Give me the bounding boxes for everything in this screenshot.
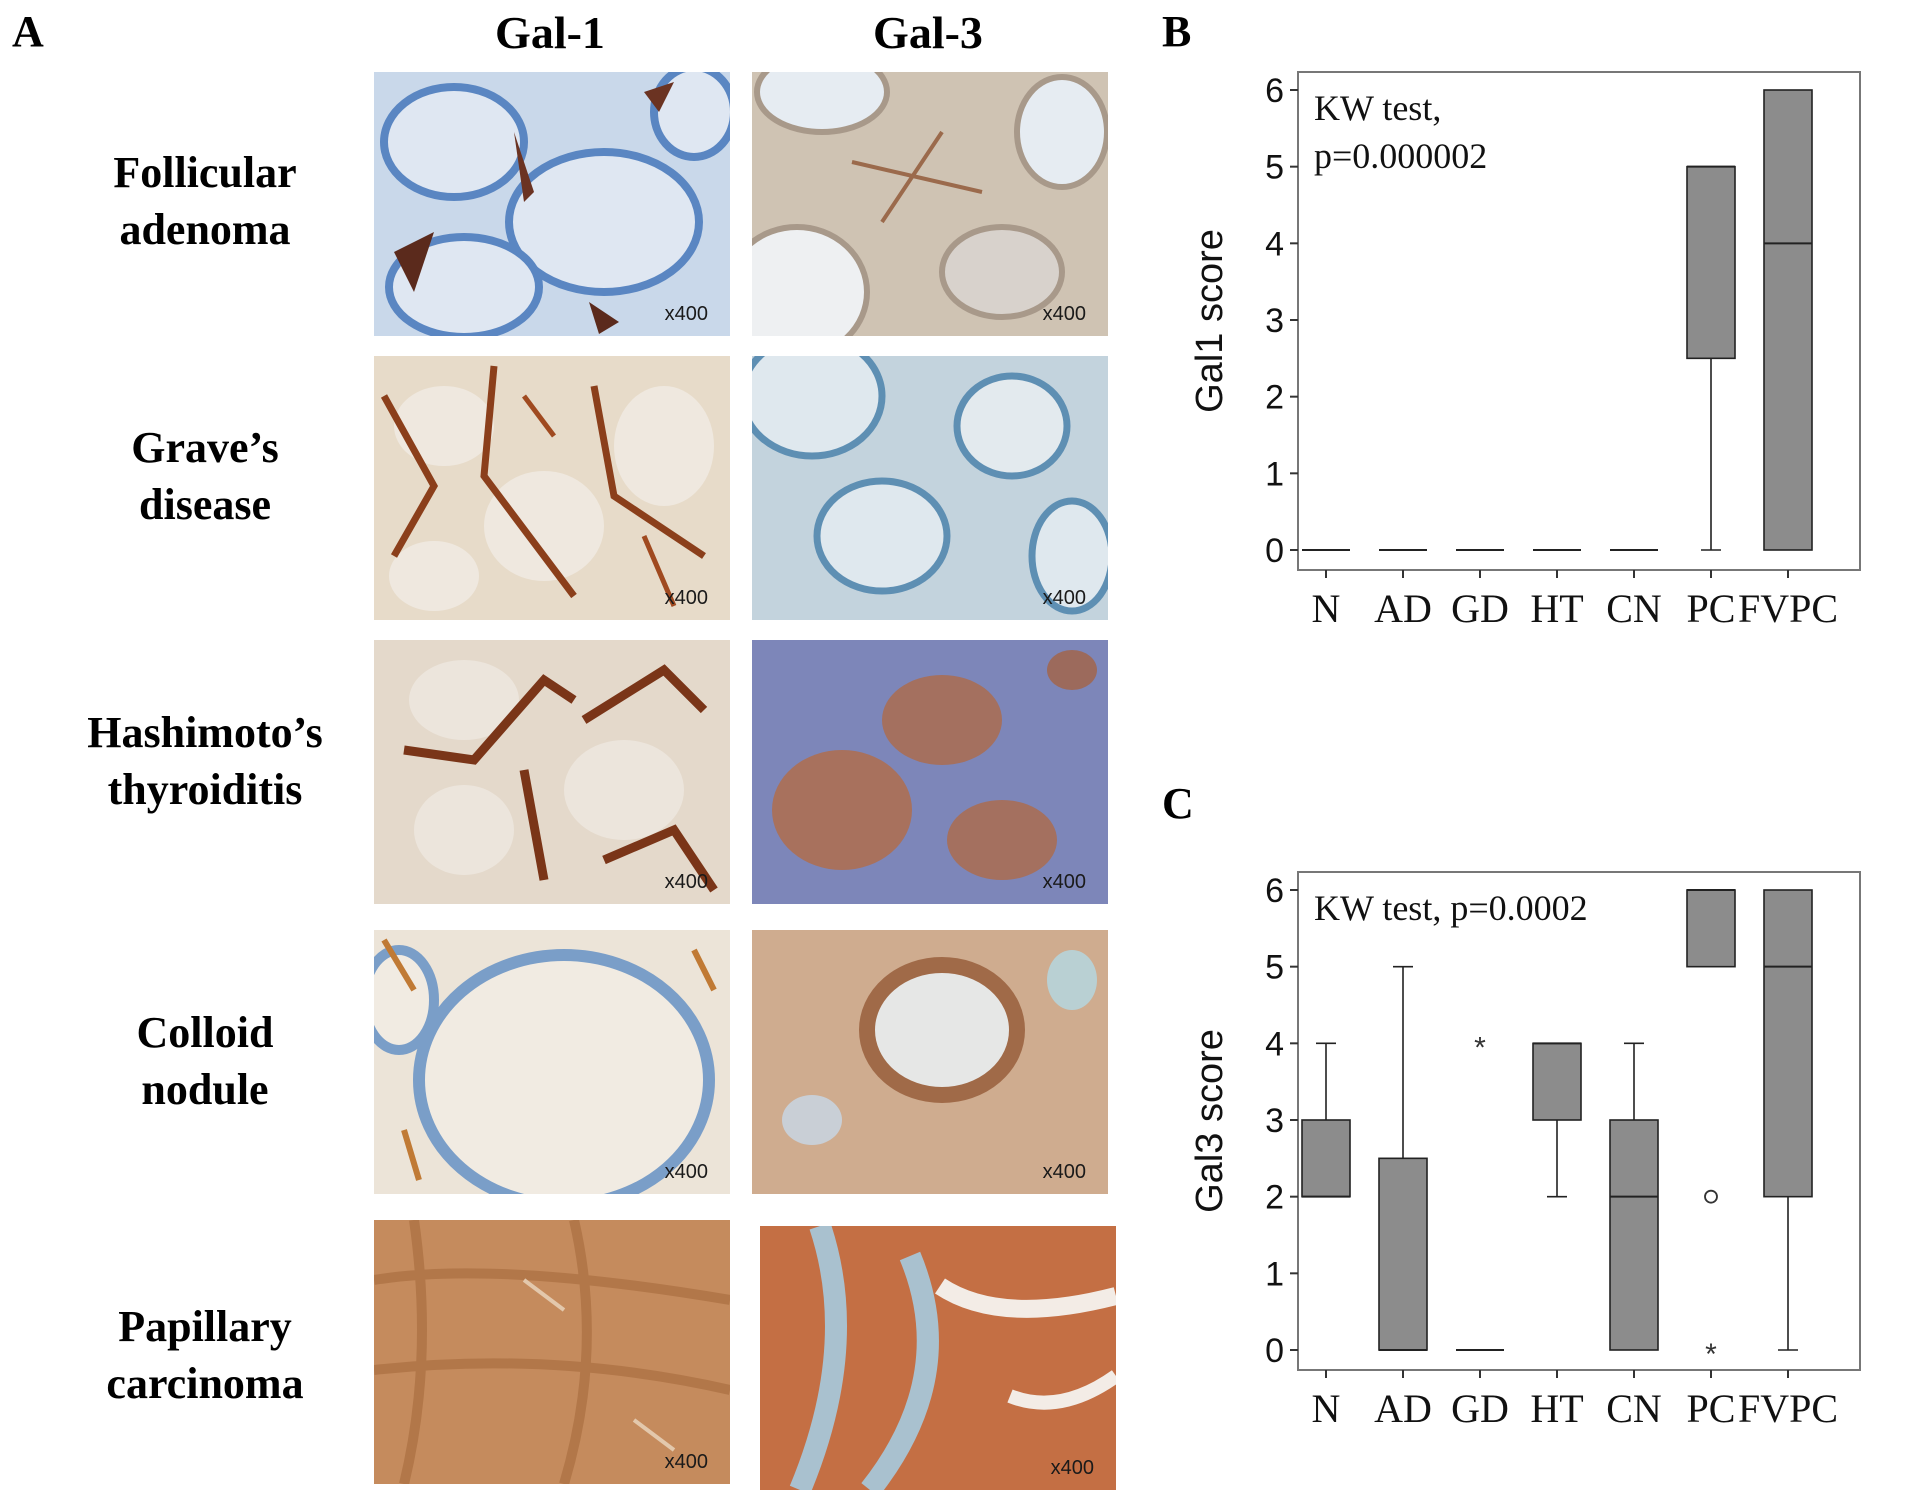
chart-c-ylabel: Gal3 score: [1190, 1029, 1231, 1213]
micrograph-gal1-hashimotos-thyroiditis: x400: [374, 640, 730, 904]
chart-b-ylabel: Gal1 score: [1190, 229, 1231, 413]
row-label-hashimotos-thyroiditis: Hashimoto’s thyroiditis: [40, 704, 370, 818]
chart-c-xtick-label: N: [1312, 1386, 1341, 1431]
chart-b-ytick-label: 5: [1265, 149, 1284, 187]
chart-b-annotation-line1: KW test,: [1314, 88, 1441, 128]
chart-c-ytick-label: 4: [1265, 1025, 1284, 1063]
chart-b-box-pc: [1686, 165, 1736, 551]
row-label-line2: carcinoma: [106, 1359, 304, 1408]
chart-c-box-body: [1686, 889, 1736, 968]
chart-c-xtick-label: FVPC: [1738, 1386, 1838, 1431]
micrograph-gal1-graves-disease: x400: [374, 356, 730, 620]
chart-b-xtick-label: FVPC: [1738, 586, 1838, 631]
chart-b-annotation-line2: p=0.000002: [1314, 136, 1487, 176]
chart-c-xtick-label: CN: [1606, 1386, 1662, 1431]
chart-b-ytick-label: 4: [1265, 225, 1284, 263]
row-label-line2: adenoma: [119, 205, 291, 254]
chart-c-box-body: [1763, 889, 1813, 1198]
magnification-label: x400: [1042, 1161, 1086, 1183]
row-label-follicular-adenoma: Follicular adenoma: [40, 144, 370, 258]
micrograph-gal3-follicular-adenoma: x400: [752, 72, 1108, 336]
chart-c-box-ht: [1532, 1042, 1582, 1198]
chart-b-ytick-label: 2: [1265, 379, 1284, 417]
magnification-label: x400: [664, 1161, 708, 1183]
magnification-label: x400: [664, 871, 708, 893]
column-header-gal3: Gal-3: [873, 7, 983, 58]
chart-c-box-pc: [1686, 889, 1736, 968]
micrograph-gal3-papillary-carcinoma: x400: [760, 1226, 1116, 1490]
chart-c-outlier-asterisk: *: [1474, 1031, 1486, 1064]
chart-b-xtick-label: AD: [1374, 586, 1432, 631]
chart-c-ytick-label: 5: [1265, 949, 1284, 987]
chart-c-xtick-label: GD: [1451, 1386, 1509, 1431]
chart-b-xtick-label: N: [1312, 586, 1341, 631]
chart-b-box-body: [1763, 89, 1813, 551]
chart-b-xtick-label: HT: [1530, 586, 1583, 631]
magnification-label: x400: [1042, 871, 1086, 893]
row-label-colloid-nodule: Colloid nodule: [40, 1004, 370, 1118]
row-label-graves-disease: Grave’s disease: [40, 419, 370, 533]
magnification-label: x400: [1050, 1457, 1094, 1479]
chart-c-ytick-label: 2: [1265, 1179, 1284, 1217]
chart-c-xtick-label: HT: [1530, 1386, 1583, 1431]
chart-c-ytick-label: 1: [1265, 1255, 1284, 1293]
magnification-label: x400: [1042, 303, 1086, 325]
chart-c-outlier-circle: [1704, 1189, 1718, 1204]
chart-b-xtick-label: PC: [1687, 586, 1736, 631]
row-label-line1: Papillary: [118, 1302, 292, 1351]
panel-b-letter: B: [1162, 7, 1192, 56]
chart-b-ytick-label: 0: [1265, 532, 1284, 570]
magnification-label: x400: [664, 1451, 708, 1473]
row-label-line2: disease: [139, 480, 271, 529]
chart-c-box-fvpc: [1763, 889, 1813, 1351]
chart-b-svg: 0 1 2 3 4 5 6 Gal1 score N AD GD HT CN PC FVPC KW test,…: [1190, 71, 1861, 631]
chart-b-box-fvpc: [1763, 89, 1813, 551]
chart-c-box-body: [1609, 1119, 1659, 1351]
row-label-papillary-carcinoma: Papillary carcinoma: [40, 1298, 370, 1412]
micrograph-gal3-graves-disease: x400: [752, 356, 1108, 620]
chart-c-box-cn: [1609, 1042, 1659, 1351]
chart-c-gal3-boxplot: 0 1 2 3 4 5 6 Gal3 score N AD GD HT CN PC FVPC * * KW tes…: [1190, 860, 1890, 1460]
micrograph-gal1-follicular-adenoma: x400: [374, 72, 730, 336]
magnification-label: x400: [664, 587, 708, 609]
chart-b-gal1-boxplot: 0 1 2 3 4 5 6 Gal1 score N AD GD HT CN PC FVPC KW test,…: [1190, 60, 1890, 660]
row-label-line1: Follicular: [113, 148, 297, 197]
magnification-label: x400: [664, 303, 708, 325]
chart-c-box-n: [1301, 1042, 1351, 1198]
row-label-line2: thyroiditis: [107, 765, 303, 814]
chart-c-box-body: [1378, 1157, 1428, 1351]
chart-b-ytick-label: 1: [1265, 455, 1284, 493]
micrograph-gal3-hashimotos-thyroiditis: x400: [752, 640, 1108, 904]
chart-c-ytick-label: 3: [1265, 1102, 1284, 1140]
chart-c-outlier-asterisk: *: [1705, 1338, 1717, 1371]
row-label-line1: Grave’s: [131, 423, 279, 472]
micrograph-gal1-papillary-carcinoma: x400: [374, 1220, 730, 1484]
panel-a-letter: A: [12, 7, 44, 56]
chart-c-annotation-line1: KW test, p=0.0002: [1314, 888, 1588, 928]
column-header-gal1: Gal-1: [495, 7, 605, 58]
row-label-line2: nodule: [141, 1065, 269, 1114]
chart-c-xtick-label: AD: [1374, 1386, 1432, 1431]
chart-c-svg: 0 1 2 3 4 5 6 Gal3 score N AD GD HT CN PC FVPC * * KW tes…: [1190, 871, 1861, 1431]
chart-b-xtick-label: CN: [1606, 586, 1662, 631]
chart-c-ytick-label: 6: [1265, 872, 1284, 910]
chart-c-ytick-label: 0: [1265, 1332, 1284, 1370]
chart-c-box-body: [1532, 1042, 1582, 1121]
chart-c-box-ad: [1378, 965, 1428, 1351]
chart-b-ytick-label: 6: [1265, 72, 1284, 110]
magnification-label: x400: [1042, 587, 1086, 609]
micrograph-gal1-colloid-nodule: x400: [374, 930, 730, 1194]
chart-b-xtick-label: GD: [1451, 586, 1509, 631]
chart-c-xtick-label: PC: [1687, 1386, 1736, 1431]
panel-c-letter: C: [1162, 779, 1194, 828]
chart-b-ytick-label: 3: [1265, 302, 1284, 340]
chart-b-box-body: [1686, 165, 1736, 360]
row-label-line1: Hashimoto’s: [87, 708, 323, 757]
row-label-line1: Colloid: [136, 1008, 274, 1057]
chart-c-box-body: [1301, 1119, 1351, 1198]
micrograph-gal3-colloid-nodule: x400: [752, 930, 1108, 1194]
